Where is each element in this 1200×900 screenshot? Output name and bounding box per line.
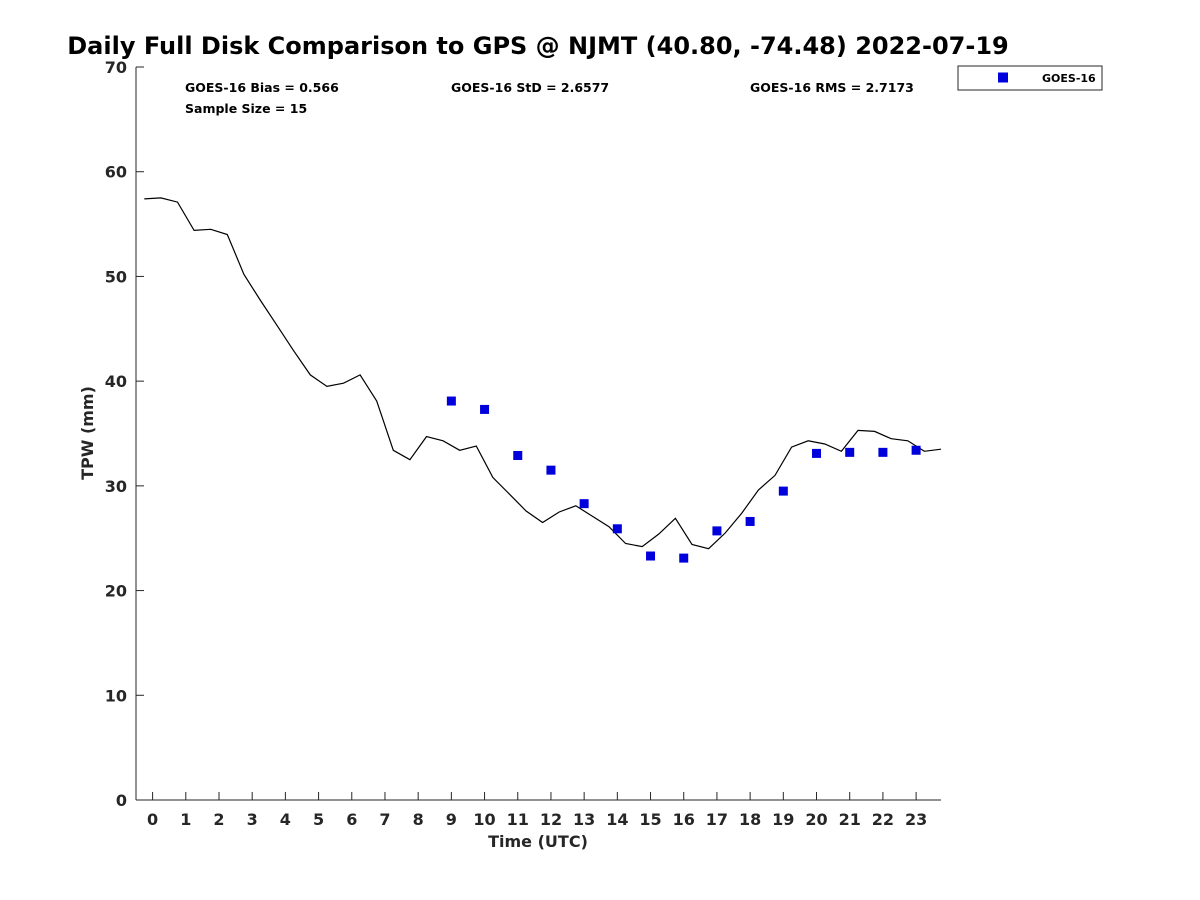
x-tick-label: 0: [147, 810, 158, 829]
y-axis-label: TPW (mm): [78, 386, 97, 480]
y-tick-label: 0: [116, 791, 127, 810]
x-tick-label: 13: [573, 810, 595, 829]
bias-stat: GOES-16 Bias = 0.566: [185, 80, 339, 95]
x-tick-label: 20: [805, 810, 827, 829]
y-tick-label: 50: [105, 267, 127, 286]
y-tick-label: 70: [105, 58, 127, 77]
rms-stat: GOES-16 RMS = 2.7173: [750, 80, 914, 95]
x-tick-label: 11: [507, 810, 529, 829]
stats-annotations: GOES-16 Bias = 0.566 Sample Size = 15 GO…: [185, 80, 914, 116]
legend-marker-goes16: [998, 72, 1008, 83]
legend-box: [957, 65, 1103, 91]
goes16-point: [878, 447, 888, 457]
x-tick-label: 16: [673, 810, 695, 829]
x-tick-label: 7: [379, 810, 390, 829]
std-stat: GOES-16 StD = 2.6577: [451, 80, 609, 95]
x-tick-label: 3: [247, 810, 258, 829]
goes16-point: [480, 404, 490, 414]
gps-line-series: [144, 197, 942, 550]
x-tick-label: 9: [446, 810, 457, 829]
x-tick-label: 18: [739, 810, 761, 829]
y-tick-label: 10: [105, 686, 127, 705]
goes16-point: [546, 465, 556, 475]
y-axis-ticks: 0 10 20 30 40 50 60 70: [105, 58, 144, 810]
x-tick-label: 17: [706, 810, 728, 829]
chart-title: Daily Full Disk Comparison to GPS @ NJMT…: [67, 32, 1008, 60]
x-tick-label: 6: [346, 810, 357, 829]
x-tick-label: 5: [313, 810, 324, 829]
x-tick-label: 15: [639, 810, 661, 829]
goes16-point: [712, 526, 722, 536]
x-tick-label: 12: [540, 810, 562, 829]
legend-label-goes16: GOES-16: [1042, 72, 1096, 85]
x-tick-label: 1: [180, 810, 191, 829]
goes16-point: [778, 486, 788, 496]
y-tick-label: 60: [105, 163, 127, 182]
legend: GOES-16: [957, 65, 1103, 91]
y-tick-label: 40: [105, 372, 127, 391]
goes16-scatter-series: [446, 396, 921, 563]
x-tick-label: 19: [772, 810, 794, 829]
x-tick-label: 8: [413, 810, 424, 829]
goes16-point: [845, 447, 855, 457]
goes16-point: [513, 450, 523, 460]
goes16-point: [911, 445, 921, 455]
x-tick-label: 14: [606, 810, 628, 829]
gps-tpw-line: [144, 197, 942, 550]
x-tick-label: 4: [280, 810, 291, 829]
x-axis-label: Time (UTC): [488, 832, 588, 851]
x-tick-label: 21: [839, 810, 861, 829]
x-tick-label: 10: [473, 810, 495, 829]
goes16-point: [612, 524, 622, 534]
goes16-point: [812, 448, 822, 458]
x-tick-label: 22: [872, 810, 894, 829]
goes16-point: [745, 516, 755, 526]
sample-size-stat: Sample Size = 15: [185, 101, 307, 116]
goes16-point: [646, 551, 656, 561]
x-tick-label: 23: [905, 810, 927, 829]
x-tick-label: 2: [213, 810, 224, 829]
x-axis-ticks: 0 1 2 3 4 5 6 7 8 9 10 11 12 13 14 15 16 17 18 19 20 21 22 23: [147, 792, 927, 829]
y-tick-label: 30: [105, 477, 127, 496]
goes16-point: [446, 396, 456, 406]
goes16-point: [679, 553, 689, 563]
y-tick-label: 20: [105, 582, 127, 601]
goes16-point: [579, 499, 589, 509]
